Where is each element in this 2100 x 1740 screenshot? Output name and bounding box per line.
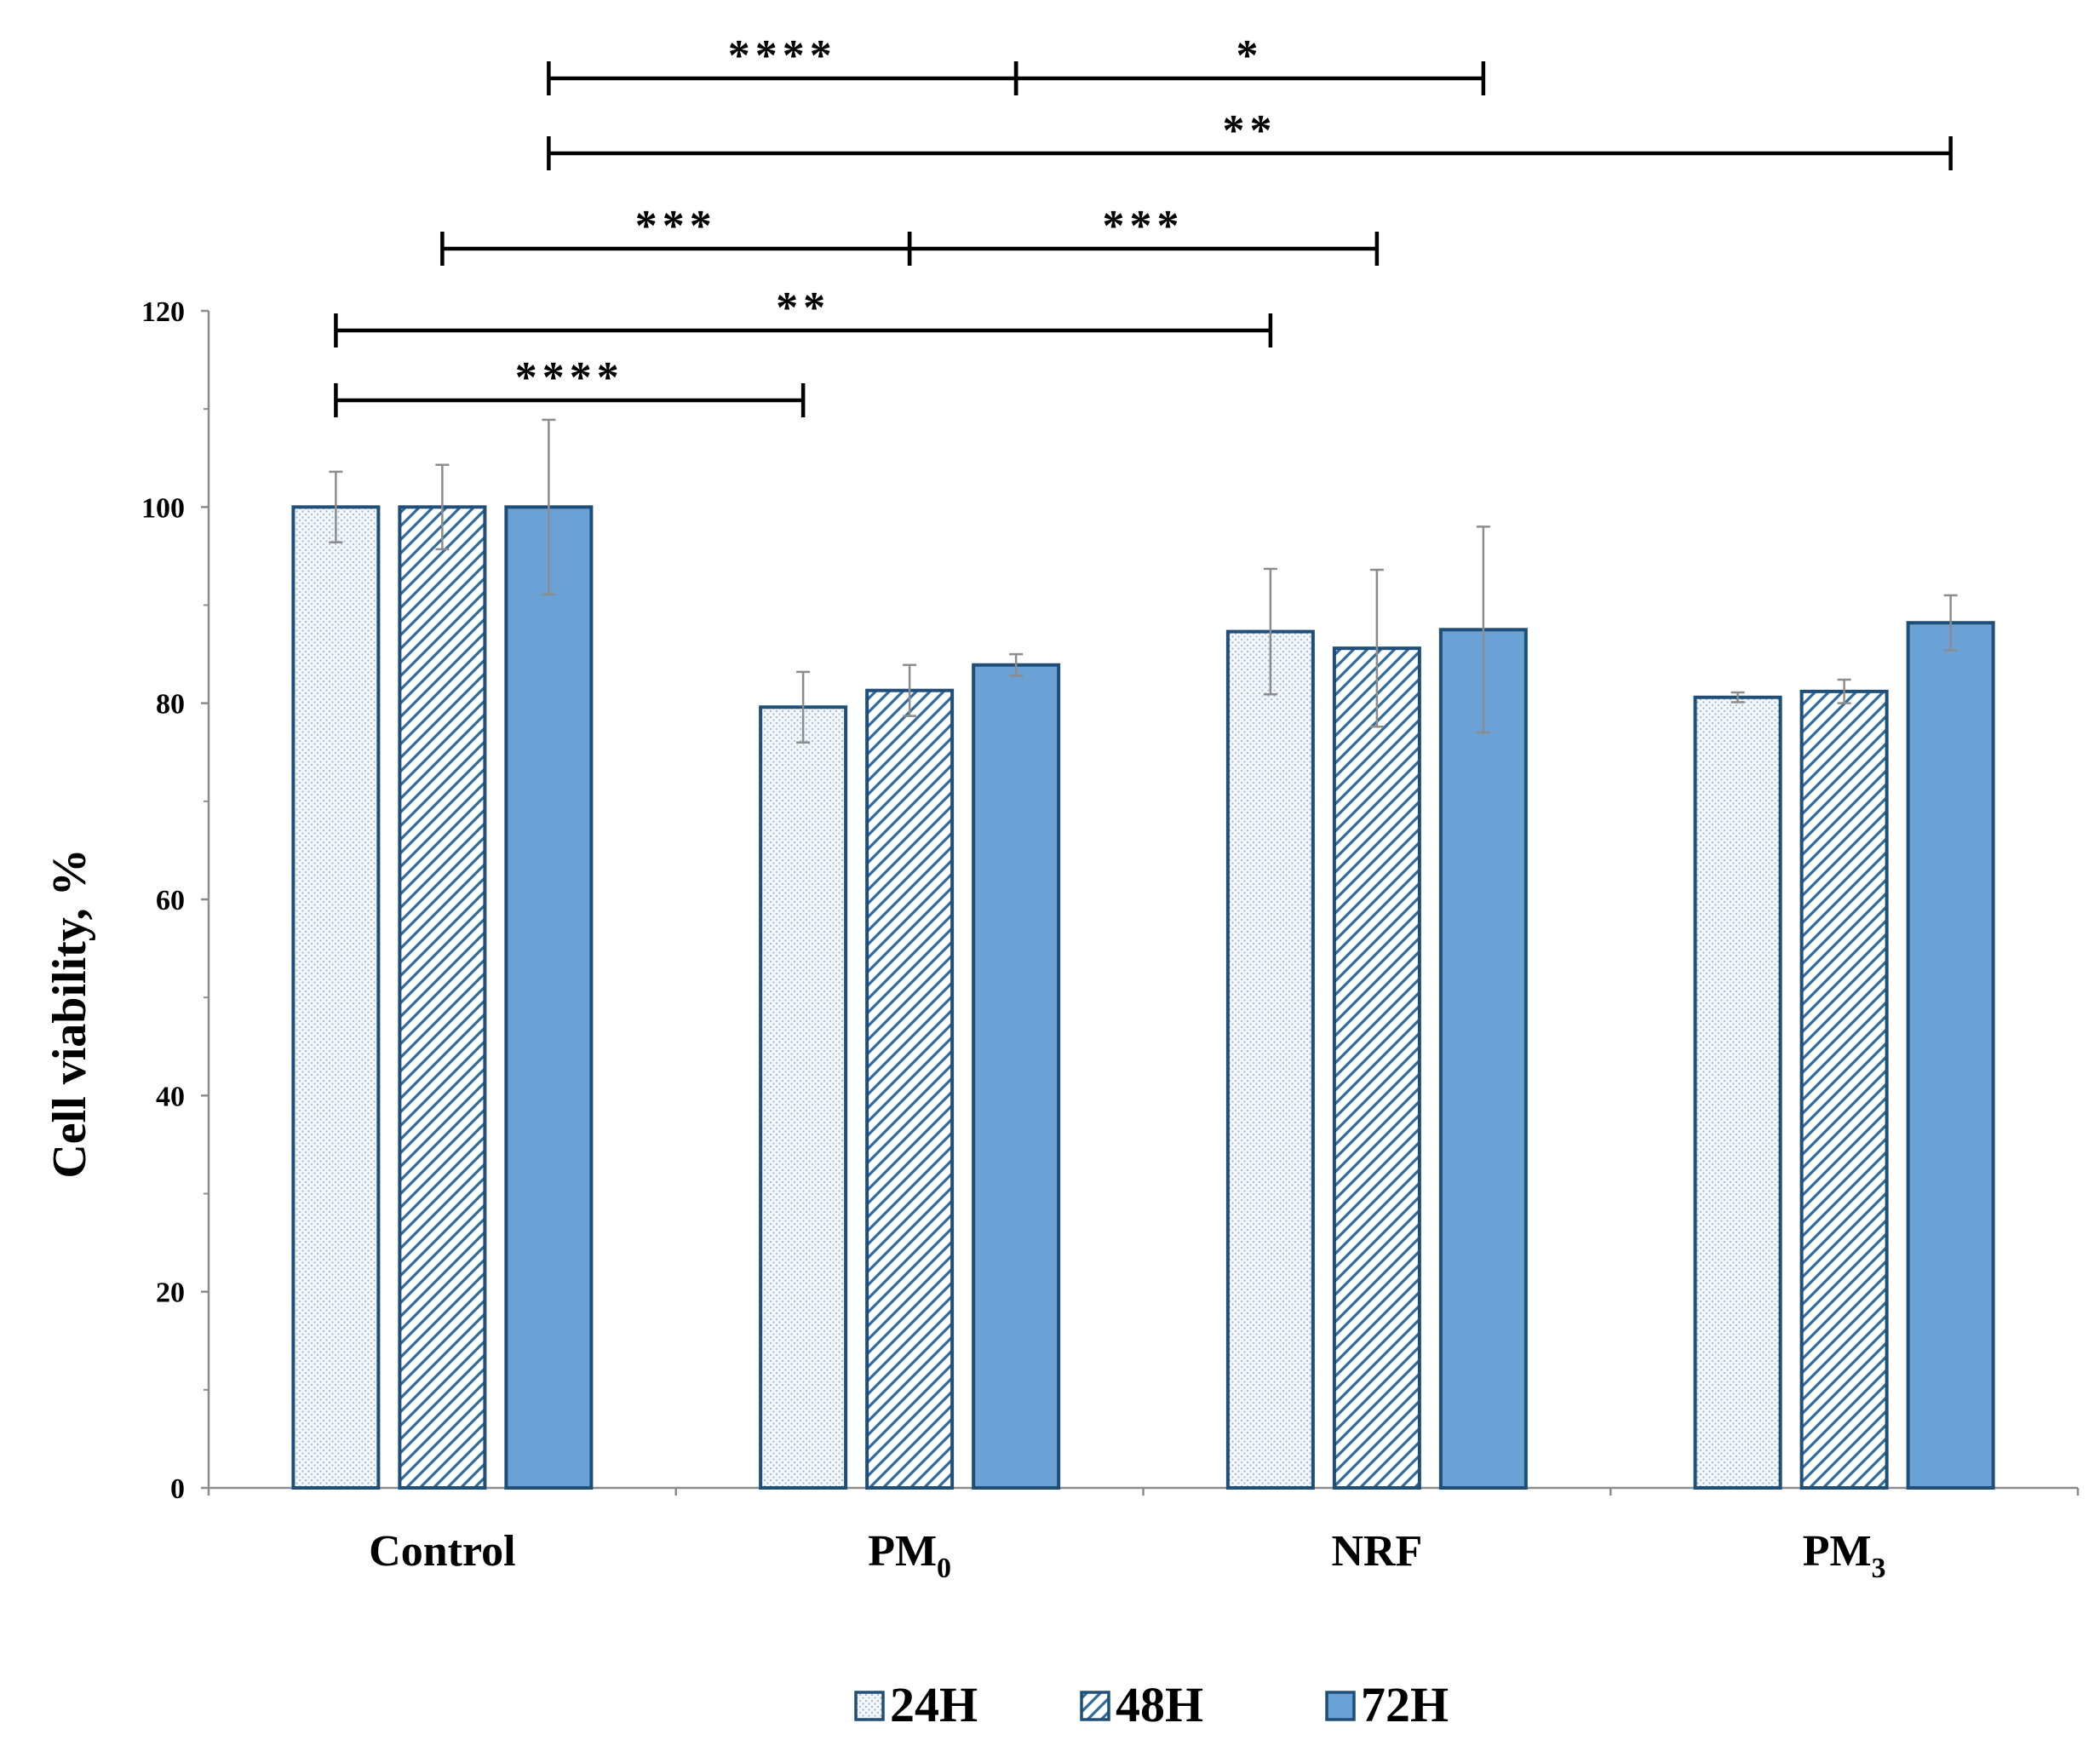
bar-24h-nrf	[1225, 629, 1315, 1490]
x-tick-label: Control	[369, 1527, 515, 1576]
x-tick-label: NRF	[1331, 1527, 1422, 1576]
bar-24h-pm3	[1693, 695, 1782, 1490]
legend-swatch	[1325, 1691, 1356, 1721]
significance-label: ***	[1103, 202, 1185, 250]
legend-label: 48H	[1116, 1677, 1203, 1732]
bar-48h-nrf	[1332, 646, 1421, 1490]
bars	[291, 505, 1995, 1490]
significance-label: ***	[635, 202, 717, 250]
bar-24h-control	[291, 505, 381, 1490]
significance-bracket: ****	[547, 32, 1018, 95]
significance-label: ****	[515, 353, 624, 402]
significance-brackets: ********* ********* *	[334, 32, 1953, 417]
legend-swatch	[1080, 1691, 1110, 1721]
significance-label: ****	[728, 32, 837, 80]
x-tick-label: PM0	[868, 1527, 951, 1584]
error-bars	[329, 418, 1958, 744]
significance-label: **	[1223, 106, 1277, 155]
legend: 24H 48H 72H	[854, 1677, 1449, 1732]
significance-bracket: *	[1013, 32, 1486, 95]
significance-label: *	[1236, 32, 1264, 80]
legend-item-72h: 72H	[1325, 1677, 1449, 1732]
significance-bracket: ***	[440, 202, 912, 266]
y-tick-label: 100	[141, 492, 185, 524]
legend-label: 72H	[1361, 1677, 1449, 1732]
significance-bracket: ****	[334, 353, 806, 417]
significance-bracket: ***	[907, 202, 1380, 266]
bar-48h-control	[398, 505, 487, 1490]
significance-bracket: **	[547, 106, 1953, 170]
y-tick-label: 0	[170, 1473, 185, 1505]
legend-label: 24H	[890, 1677, 978, 1732]
legend-item-48h: 48H	[1080, 1677, 1203, 1732]
bar-72h-pm3	[1906, 621, 1995, 1490]
y-axis-label: Cell viability, %	[43, 848, 96, 1178]
bar-48h-pm3	[1799, 689, 1889, 1490]
significance-bracket: **	[334, 284, 1273, 347]
bar-24h-pm0	[759, 705, 848, 1490]
y-axis: 0 20 40 60 80 100 120	[141, 296, 210, 1505]
x-tick-label: PM3	[1803, 1527, 1886, 1584]
y-tick-label: 80	[156, 689, 185, 721]
legend-item-24h: 24H	[854, 1677, 978, 1732]
bar-48h-pm0	[865, 688, 955, 1490]
y-tick-label: 60	[156, 885, 185, 916]
y-tick-label: 20	[156, 1278, 185, 1309]
bar-72h-control	[504, 505, 594, 1490]
y-tick-label: 40	[156, 1081, 185, 1112]
bar-72h-nrf	[1438, 628, 1528, 1490]
y-tick-label: 120	[141, 296, 185, 328]
bar-72h-pm0	[972, 663, 1061, 1490]
significance-label: **	[776, 284, 830, 332]
legend-swatch	[854, 1691, 885, 1721]
x-axis: Control PM0 NRF PM3	[207, 1486, 2080, 1584]
